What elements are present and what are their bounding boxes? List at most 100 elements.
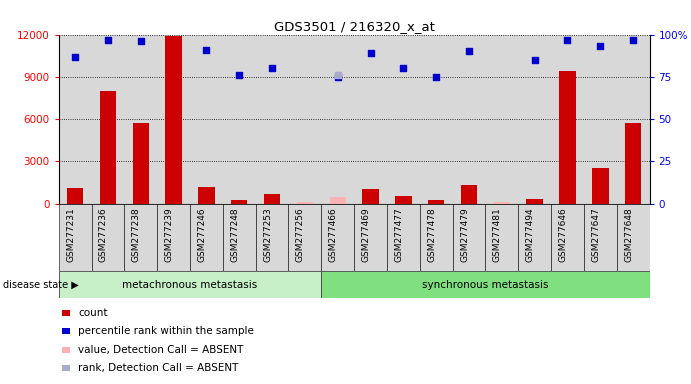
Point <box>562 36 573 43</box>
Point <box>70 53 81 60</box>
Bar <box>461 185 477 204</box>
Text: count: count <box>78 308 108 318</box>
Bar <box>387 35 419 204</box>
Point <box>332 72 343 78</box>
Bar <box>493 202 510 204</box>
Text: synchronous metastasis: synchronous metastasis <box>422 280 549 290</box>
Text: GSM277479: GSM277479 <box>460 207 469 262</box>
Point <box>201 47 212 53</box>
Bar <box>100 91 116 204</box>
Bar <box>133 123 149 204</box>
Point <box>595 43 606 50</box>
Text: GSM277256: GSM277256 <box>296 207 305 262</box>
Bar <box>428 200 444 204</box>
Text: GSM277478: GSM277478 <box>427 207 436 262</box>
Bar <box>616 35 650 204</box>
Text: GSM277646: GSM277646 <box>558 207 567 262</box>
Text: metachronous metastasis: metachronous metastasis <box>122 280 258 290</box>
Text: GSM277494: GSM277494 <box>526 207 535 262</box>
Point <box>332 74 343 80</box>
Bar <box>59 271 321 298</box>
Bar <box>321 35 354 204</box>
Bar <box>485 204 518 271</box>
Bar <box>157 35 190 204</box>
Bar <box>223 35 256 204</box>
Bar <box>256 204 289 271</box>
Bar <box>395 197 412 204</box>
Bar <box>362 189 379 204</box>
Text: GSM277236: GSM277236 <box>99 207 108 262</box>
Point <box>627 36 638 43</box>
Text: disease state ▶: disease state ▶ <box>3 280 79 290</box>
Text: GSM277477: GSM277477 <box>395 207 404 262</box>
Bar <box>124 204 158 271</box>
Point <box>464 48 475 55</box>
Bar <box>67 188 84 204</box>
Text: GSM277231: GSM277231 <box>66 207 75 262</box>
Bar <box>551 35 584 204</box>
Bar <box>518 204 551 271</box>
Bar <box>165 36 182 204</box>
Text: GSM277648: GSM277648 <box>624 207 633 262</box>
Bar <box>231 200 247 204</box>
Bar <box>387 204 419 271</box>
Bar <box>330 197 346 204</box>
Bar <box>453 204 485 271</box>
Text: rank, Detection Call = ABSENT: rank, Detection Call = ABSENT <box>78 363 238 373</box>
Bar <box>453 35 485 204</box>
Bar <box>551 204 584 271</box>
Title: GDS3501 / 216320_x_at: GDS3501 / 216320_x_at <box>274 20 435 33</box>
Bar <box>419 35 453 204</box>
Text: GSM277248: GSM277248 <box>230 207 239 262</box>
Bar <box>289 204 321 271</box>
Text: GSM277469: GSM277469 <box>361 207 370 262</box>
Bar <box>223 204 256 271</box>
Bar <box>256 35 288 204</box>
Point <box>529 57 540 63</box>
Text: GSM277253: GSM277253 <box>263 207 272 262</box>
Text: GSM277481: GSM277481 <box>493 207 502 262</box>
Point <box>267 65 278 71</box>
Bar <box>584 204 616 271</box>
Text: value, Detection Call = ABSENT: value, Detection Call = ABSENT <box>78 345 244 355</box>
Point <box>398 65 409 71</box>
Text: GSM277238: GSM277238 <box>132 207 141 262</box>
Bar <box>616 204 650 271</box>
Bar <box>592 168 609 204</box>
Bar <box>493 202 510 204</box>
Bar <box>59 35 91 204</box>
Text: GSM277466: GSM277466 <box>329 207 338 262</box>
Bar <box>264 194 281 204</box>
Bar <box>91 35 124 204</box>
Bar <box>190 35 223 204</box>
Bar <box>288 35 321 204</box>
Bar <box>584 35 616 204</box>
Bar <box>157 204 190 271</box>
Bar <box>527 199 543 204</box>
Point <box>135 38 146 45</box>
Point <box>102 36 113 43</box>
Point <box>430 74 442 80</box>
Bar <box>321 204 354 271</box>
Bar <box>59 204 91 271</box>
Text: GSM277647: GSM277647 <box>591 207 600 262</box>
Text: percentile rank within the sample: percentile rank within the sample <box>78 326 254 336</box>
Bar <box>296 202 313 204</box>
Point <box>234 72 245 78</box>
Bar <box>485 35 518 204</box>
Bar <box>354 35 387 204</box>
Bar <box>91 204 124 271</box>
Bar <box>518 35 551 204</box>
Bar <box>419 204 453 271</box>
Bar <box>190 204 223 271</box>
Point <box>365 50 376 56</box>
Text: GSM277246: GSM277246 <box>198 207 207 262</box>
Bar <box>198 187 215 204</box>
Bar <box>559 71 576 204</box>
Bar <box>321 271 650 298</box>
Bar <box>625 123 641 204</box>
Bar <box>124 35 157 204</box>
Bar <box>354 204 387 271</box>
Text: GSM277239: GSM277239 <box>164 207 173 262</box>
Bar <box>296 202 313 204</box>
